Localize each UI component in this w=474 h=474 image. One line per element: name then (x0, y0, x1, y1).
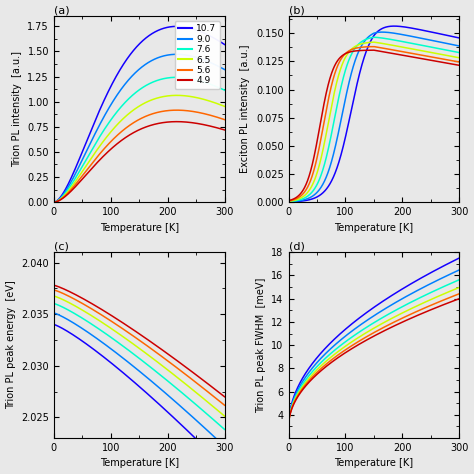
X-axis label: Temperature [K]: Temperature [K] (100, 223, 179, 233)
X-axis label: Temperature [K]: Temperature [K] (334, 458, 413, 468)
Y-axis label: Trion PL intensity  [a.u.]: Trion PL intensity [a.u.] (12, 51, 22, 167)
X-axis label: Temperature [K]: Temperature [K] (100, 458, 179, 468)
Text: (c): (c) (54, 241, 69, 251)
Text: (b): (b) (289, 6, 304, 16)
Legend: 10.7, 9.0, 7.6, 6.5, 5.6, 4.9: 10.7, 9.0, 7.6, 6.5, 5.6, 4.9 (174, 21, 220, 89)
Y-axis label: Trion PL peak energy  [eV]: Trion PL peak energy [eV] (6, 281, 16, 410)
Y-axis label: Exciton PL intensity  [a.u.]: Exciton PL intensity [a.u.] (240, 45, 250, 173)
X-axis label: Temperature [K]: Temperature [K] (334, 223, 413, 233)
Text: (d): (d) (289, 241, 304, 251)
Text: (a): (a) (54, 6, 70, 16)
Y-axis label: Trion PL peak FWHM  [meV]: Trion PL peak FWHM [meV] (256, 277, 266, 413)
